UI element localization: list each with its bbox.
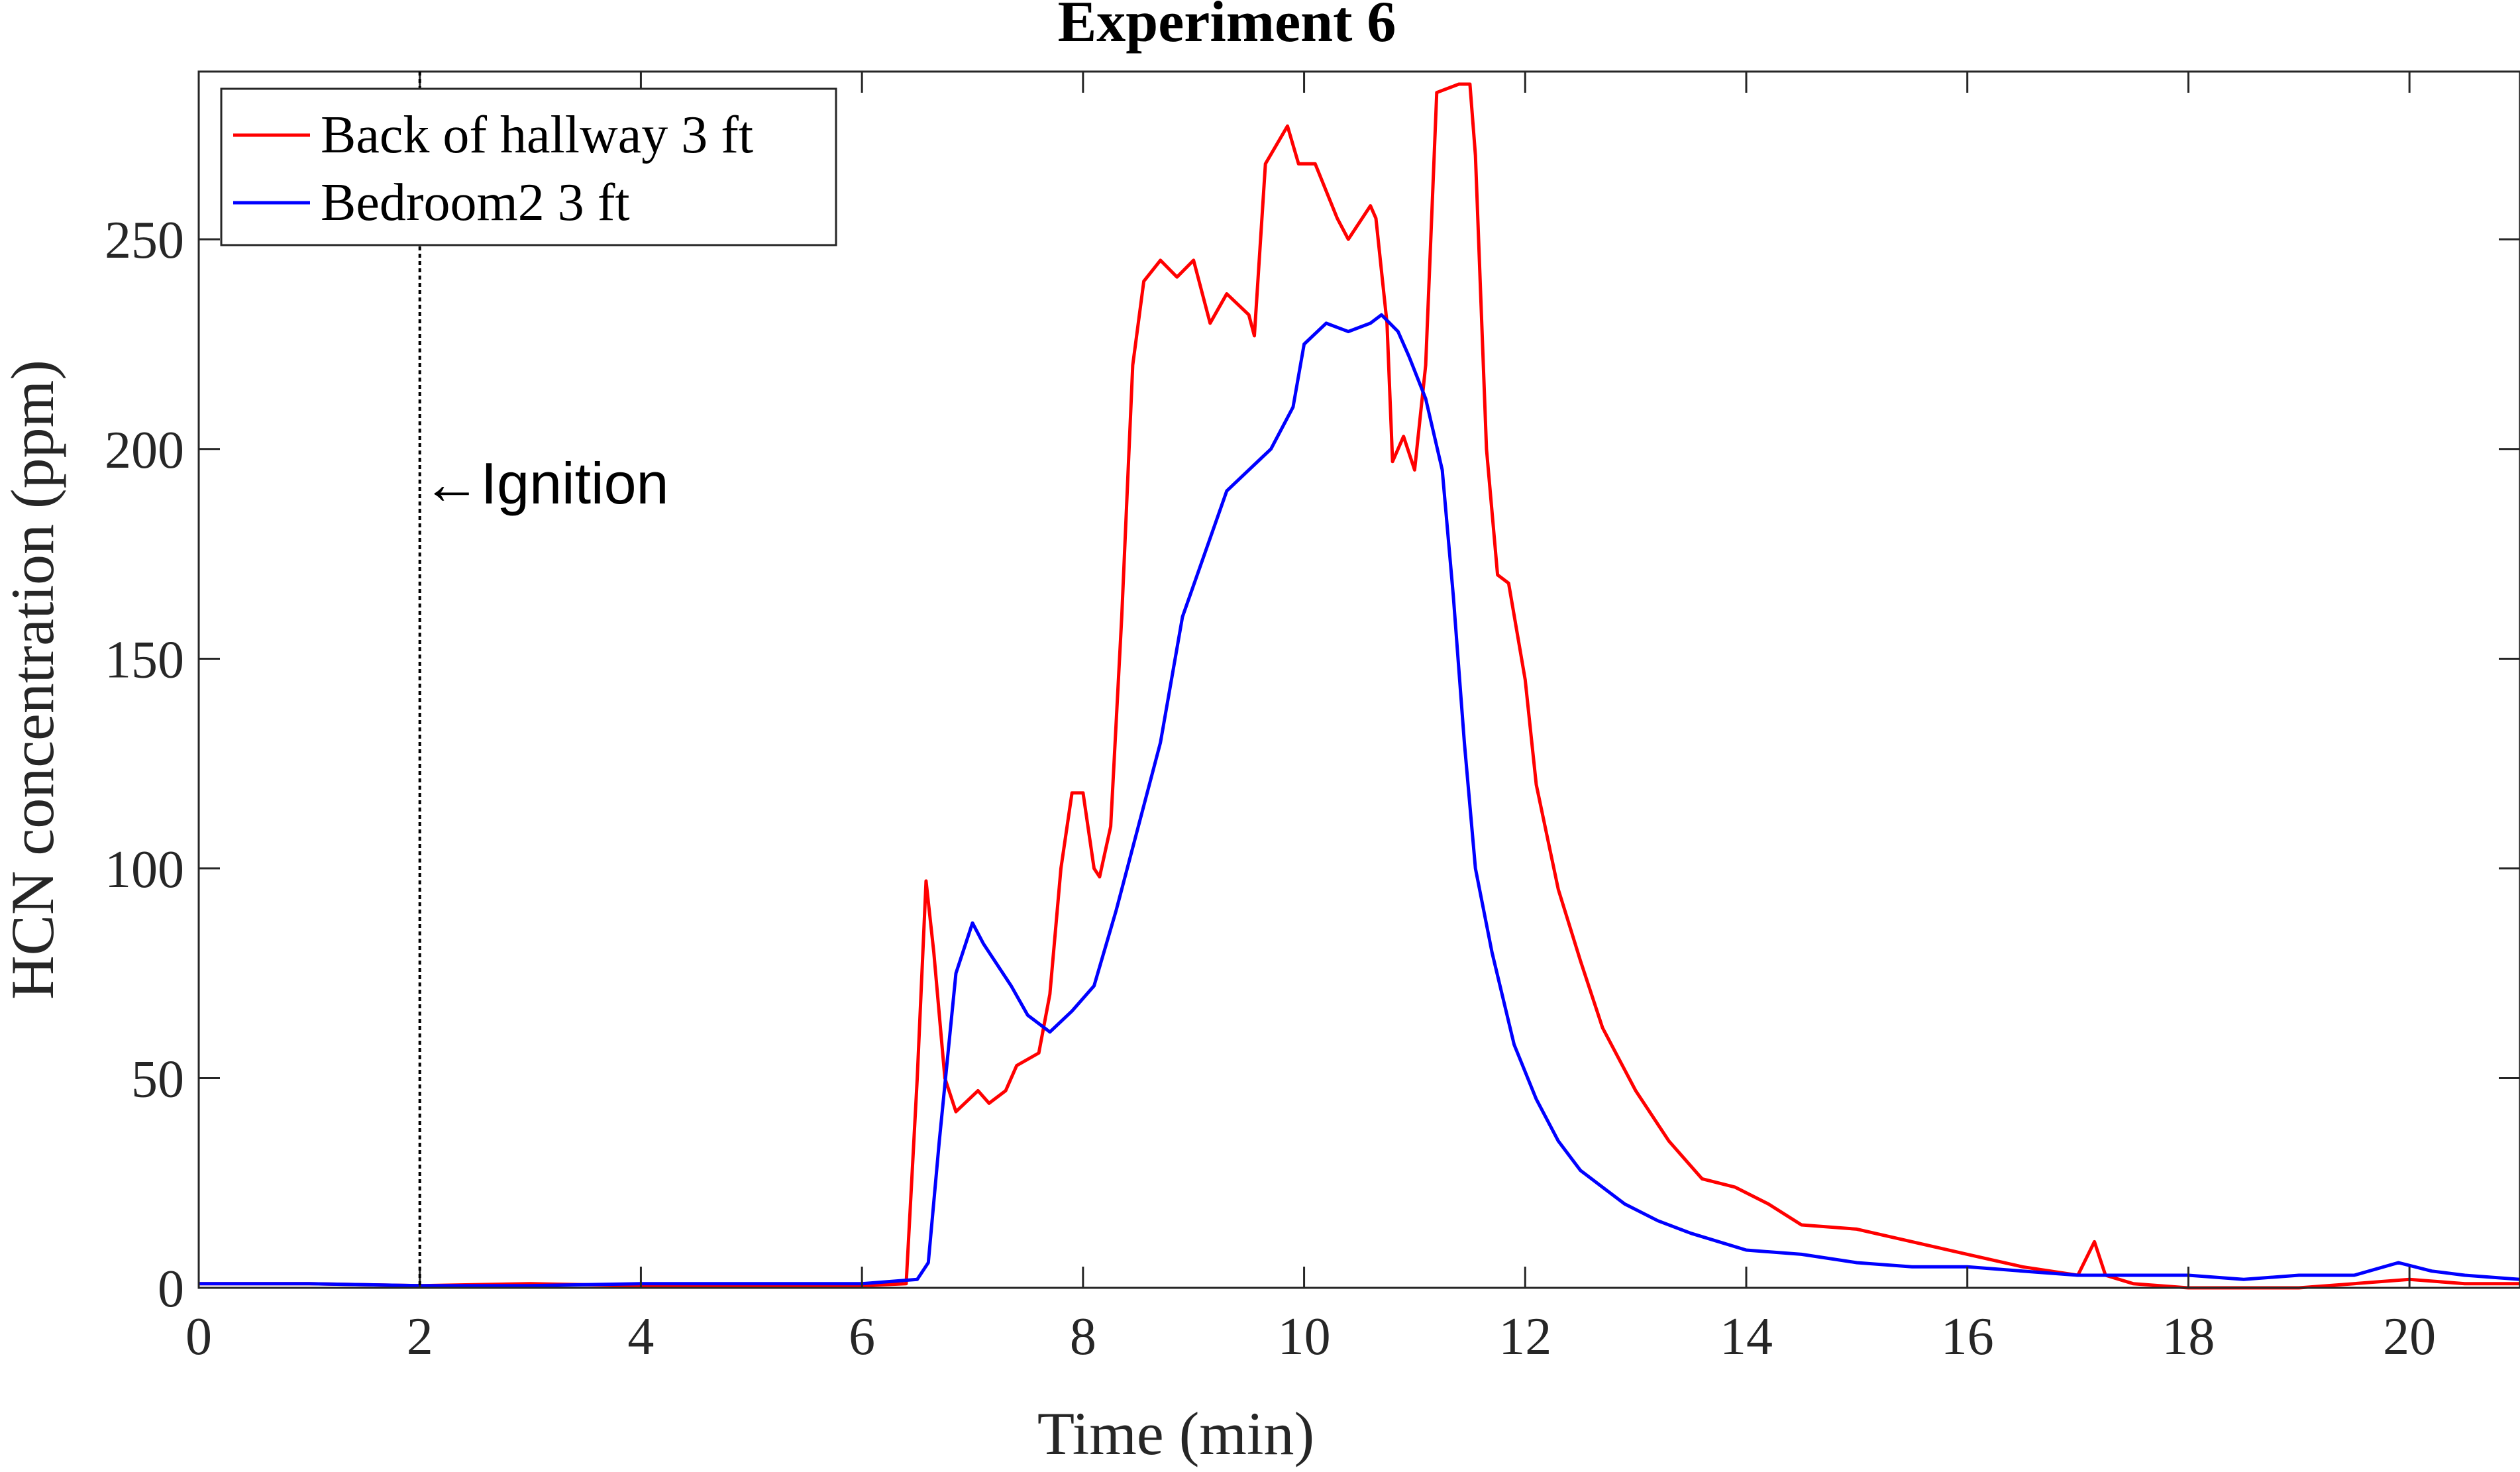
axes-box: [197, 70, 2520, 1289]
x-tick-label: 20: [2383, 1308, 2436, 1366]
y-axis-label: HCN concentration (ppm): [0, 360, 66, 1000]
ignition-annotation: ←Ignition: [423, 450, 669, 516]
y-tick-label: 50: [131, 1050, 184, 1108]
series-layer: [199, 82, 2520, 1290]
x-tick-label: 0: [185, 1308, 212, 1366]
x-axis-ticks: 0 2 4 6 8 10 12 14 16 18 20: [185, 72, 2436, 1366]
x-tick-label: 2: [407, 1308, 433, 1366]
x-tick-label: 6: [849, 1308, 875, 1366]
y-tick-label: 0: [158, 1260, 184, 1318]
x-tick-label: 12: [1498, 1308, 1551, 1366]
legend: Back of hallway 3 ft Bedroom2 3 ft: [220, 87, 837, 246]
y-tick-label: 150: [105, 631, 184, 689]
y-axis-ticks: 0 50 100 150 200 250: [105, 211, 2520, 1318]
y-tick-label: 250: [105, 211, 184, 270]
x-tick-label: 4: [627, 1308, 654, 1366]
x-tick-label: 16: [1941, 1308, 1994, 1366]
x-tick-label: 8: [1070, 1308, 1096, 1366]
y-tick-label: 200: [105, 421, 184, 480]
series-line-1: [199, 82, 2520, 1290]
legend-label-series-2: Bedroom2 3 ft: [321, 174, 630, 232]
chart-title: Experiment 6: [1058, 0, 1396, 54]
x-tick-label: 10: [1278, 1308, 1331, 1366]
y-tick-label: 100: [105, 841, 184, 899]
annotation-layer: ←Ignition: [418, 72, 669, 1288]
series-line-2: [199, 313, 2520, 1288]
plot-area: 0 2 4 6 8 10 12 14 16 18 20 0 50 100 150 200 250 ←Ignit…: [105, 70, 2520, 1366]
x-tick-label: 14: [1720, 1308, 1773, 1366]
legend-label-series-1: Back of hallway 3 ft: [321, 106, 753, 164]
legend-box: [220, 87, 837, 246]
x-axis-label: Time (min): [1037, 1400, 1314, 1467]
x-tick-label: 18: [2162, 1308, 2215, 1366]
